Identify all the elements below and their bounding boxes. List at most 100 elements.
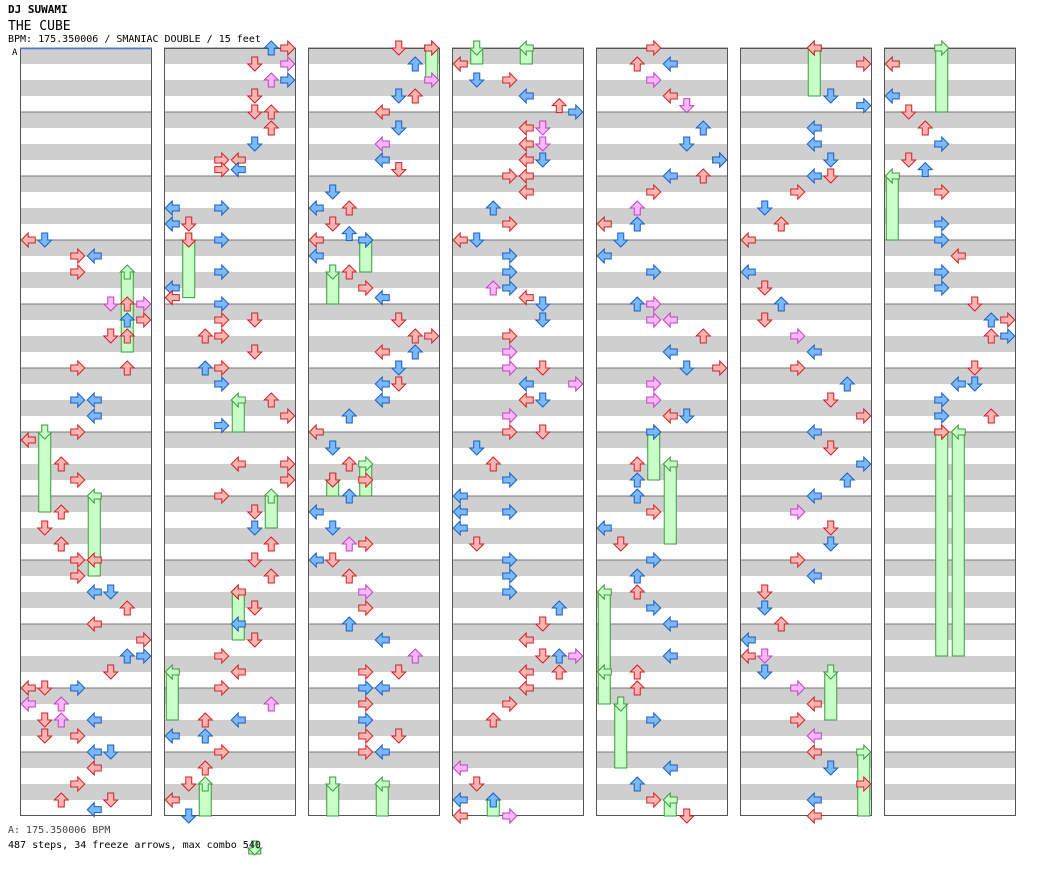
beat-band xyxy=(308,80,440,96)
step-arrow xyxy=(374,135,390,153)
step-arrow xyxy=(502,423,518,441)
step-arrow xyxy=(662,87,678,105)
step-arrow xyxy=(246,312,263,328)
step-arrow xyxy=(662,311,678,329)
beat-band xyxy=(884,240,1016,256)
step-arrow xyxy=(822,440,839,456)
step-arrow xyxy=(324,552,341,568)
step-arrow xyxy=(502,359,518,377)
freeze-head xyxy=(358,455,374,473)
step-arrow xyxy=(20,679,36,697)
step-arrow xyxy=(214,679,230,697)
step-arrow xyxy=(263,392,280,408)
step-arrow xyxy=(822,760,839,776)
step-arrow xyxy=(374,743,390,761)
step-arrow xyxy=(934,183,950,201)
step-arrow xyxy=(756,280,773,296)
beat-band xyxy=(596,208,728,224)
step-arrow xyxy=(424,327,440,345)
beat-band xyxy=(308,528,440,544)
freeze-head xyxy=(119,264,136,280)
beat-band xyxy=(452,624,584,640)
step-arrow xyxy=(246,520,263,536)
step-arrow xyxy=(646,295,662,313)
step-arrow xyxy=(86,615,102,633)
step-arrow xyxy=(756,312,773,328)
step-arrow xyxy=(485,792,502,808)
freeze-arrow xyxy=(614,703,628,769)
step-arrow xyxy=(856,775,872,793)
step-arrow xyxy=(983,312,1000,328)
beat-band xyxy=(884,368,1016,384)
step-arrow xyxy=(164,727,180,745)
step-arrow xyxy=(280,39,296,57)
freeze-head xyxy=(662,455,678,473)
step-arrow xyxy=(856,97,872,114)
step-arrow xyxy=(324,184,341,200)
beat-band xyxy=(20,368,152,384)
beat-band xyxy=(740,112,872,128)
beat-band xyxy=(596,304,728,320)
step-arrow xyxy=(712,151,728,169)
freeze-arrow xyxy=(935,47,949,113)
beat-band xyxy=(596,752,728,768)
freeze-arrow xyxy=(38,431,52,513)
step-arrow xyxy=(518,289,534,306)
beat-band xyxy=(20,592,152,608)
step-arrow xyxy=(119,648,136,664)
beat-band xyxy=(596,144,728,160)
beat-band xyxy=(452,528,584,544)
beat-band xyxy=(596,176,728,192)
beat-band xyxy=(308,592,440,608)
beat-band xyxy=(308,720,440,736)
beat-band xyxy=(452,560,584,576)
step-arrow xyxy=(756,648,773,664)
beat-band xyxy=(20,496,152,512)
step-arrow xyxy=(358,599,374,617)
step-arrow xyxy=(374,679,390,697)
step-arrow xyxy=(612,536,629,552)
beat-band xyxy=(164,400,296,416)
step-arrow xyxy=(358,679,374,697)
step-arrow xyxy=(518,183,534,201)
step-arrow xyxy=(917,161,934,178)
beat-band xyxy=(884,688,1016,704)
step-arrow xyxy=(308,423,324,441)
step-arrow xyxy=(280,71,296,89)
beat-band xyxy=(164,752,296,768)
step-arrow xyxy=(629,472,646,488)
beat-band xyxy=(884,400,1016,416)
step-arrow xyxy=(36,680,53,696)
step-arrow xyxy=(230,663,246,681)
beat-band xyxy=(740,368,872,384)
beat-band xyxy=(884,560,1016,576)
beat-band xyxy=(164,784,296,800)
step-arrow xyxy=(790,359,806,377)
step-arrow xyxy=(53,712,70,728)
step-arrow xyxy=(263,568,280,584)
beat-band xyxy=(740,336,872,352)
step-arrow xyxy=(662,615,678,633)
step-arrow xyxy=(164,289,180,306)
step-arrow xyxy=(950,247,966,265)
beat-band xyxy=(452,432,584,448)
step-arrow xyxy=(70,727,86,745)
beat-band xyxy=(884,656,1016,672)
step-arrow xyxy=(407,328,424,344)
step-arrow xyxy=(884,87,900,105)
beat-band xyxy=(596,240,728,256)
step-arrow xyxy=(551,648,568,664)
step-arrow xyxy=(629,200,646,216)
step-arrow xyxy=(374,631,390,649)
step-arrow xyxy=(70,567,86,585)
beat-band xyxy=(164,624,296,640)
step-arrow xyxy=(856,55,872,73)
beat-band xyxy=(452,368,584,384)
step-arrow xyxy=(102,792,119,808)
beat-band xyxy=(884,208,1016,224)
step-arrow xyxy=(102,744,119,760)
step-arrow xyxy=(136,311,152,329)
step-arrow xyxy=(983,328,1000,344)
beat-band xyxy=(20,144,152,160)
step-arrow xyxy=(136,631,152,649)
